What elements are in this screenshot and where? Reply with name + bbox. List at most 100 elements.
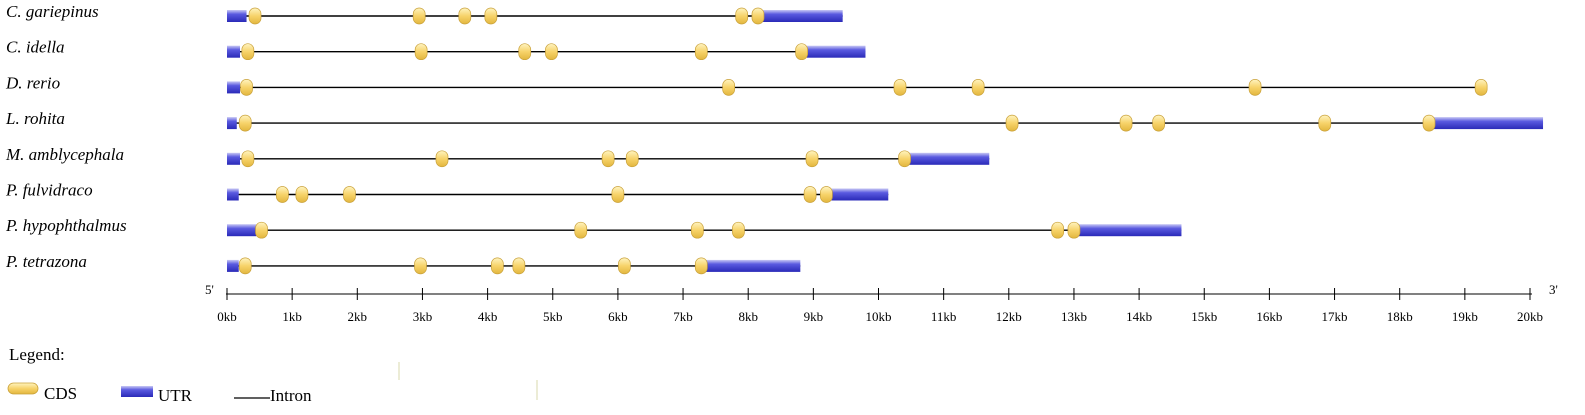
cds-exon xyxy=(255,221,268,239)
utr-block xyxy=(227,10,247,22)
axis-tick-label: 8kb xyxy=(738,309,758,324)
legend-utr: UTR xyxy=(121,386,193,405)
gene-row: C. idella xyxy=(6,38,866,61)
axis-tick-label: 10kb xyxy=(866,309,892,324)
legend-utr-label: UTR xyxy=(158,386,193,405)
gene-row: P. hypophthalmus xyxy=(5,216,1182,239)
species-label: D. rerio xyxy=(5,73,60,92)
cds-exon xyxy=(625,150,639,168)
utr-block xyxy=(227,45,241,58)
legend-cds-swatch xyxy=(7,382,39,395)
axis-tick-label: 19kb xyxy=(1452,309,1478,324)
utr-block xyxy=(227,152,241,165)
cds-exon xyxy=(694,257,708,275)
cds-exon xyxy=(414,257,427,275)
legend-title: Legend: xyxy=(9,345,65,364)
cds-exon xyxy=(484,7,498,25)
species-label: P. fulvidraco xyxy=(5,181,93,200)
cds-exon xyxy=(803,186,817,203)
cds-exon xyxy=(412,7,426,25)
species-label: L. rohita xyxy=(5,109,65,128)
utr-block xyxy=(1432,117,1544,130)
cds-exon xyxy=(574,221,588,239)
legend-intron: Intron xyxy=(234,386,312,405)
cds-exon xyxy=(435,150,449,168)
cds-exon xyxy=(512,257,526,275)
cds-exon xyxy=(248,7,262,25)
species-label: P. tetrazona xyxy=(5,252,87,271)
cds-exon xyxy=(276,186,289,203)
cds-exon xyxy=(971,79,985,96)
cds-exon xyxy=(241,150,255,168)
cds-exon xyxy=(491,257,504,275)
utr-block xyxy=(227,117,237,130)
utr-block xyxy=(806,45,866,58)
cds-exon xyxy=(1067,221,1081,239)
axis-tick-label: 1kb xyxy=(282,309,302,324)
gene-row: M. amblycephala xyxy=(5,145,990,168)
gene-row: P. fulvidraco xyxy=(5,181,889,203)
gene-row: P. tetrazona xyxy=(5,252,801,275)
axis-tick-label: 16kb xyxy=(1256,309,1282,324)
species-label: M. amblycephala xyxy=(5,145,124,164)
legend: Legend: CDS UTR Intron xyxy=(7,345,312,405)
cds-exon xyxy=(1422,114,1436,132)
axis-tick-label: 4kb xyxy=(478,309,498,324)
utr-block xyxy=(907,152,990,165)
cds-exon xyxy=(238,114,252,132)
cds-exon xyxy=(751,7,765,25)
axis-tick-label: 18kb xyxy=(1387,309,1413,324)
cds-exon xyxy=(732,221,745,239)
cds-exon xyxy=(1248,79,1262,96)
utr-block xyxy=(1077,224,1182,237)
axis-ticks: 0kb 1kb 2kb 3kb 4kb 5kb 6kb 7kb 8kb 9kb 10kb 11kb 12… xyxy=(217,288,1543,324)
species-label: P. hypophthalmus xyxy=(5,216,127,235)
gene-row: C. gariepinus xyxy=(6,2,843,25)
cds-exon xyxy=(1051,221,1065,239)
species-label: C. gariepinus xyxy=(6,2,99,21)
cds-exon xyxy=(1474,79,1488,96)
cds-exon xyxy=(518,43,532,61)
species-label: C. idella xyxy=(6,38,65,57)
x-axis: 5' 3' 0kb 1kb 2kb 3kb 4kb 5kb 6kb 7kb 8kb 9kb 10kb… xyxy=(205,282,1558,324)
cds-exon xyxy=(820,186,833,203)
cds-exon xyxy=(458,7,472,25)
cds-exon xyxy=(545,43,558,61)
cds-exon xyxy=(735,7,749,25)
axis-tick-label: 7kb xyxy=(673,309,693,324)
axis-tick-label: 0kb xyxy=(217,309,237,324)
axis-tick-label: 20kb xyxy=(1517,309,1543,324)
cds-exon xyxy=(898,150,911,168)
utr-block xyxy=(705,259,801,272)
legend-cds-label: CDS xyxy=(44,384,77,403)
gene-row: L. rohita xyxy=(5,109,1544,132)
utr-block xyxy=(227,224,257,237)
cds-exon xyxy=(795,43,808,61)
legend-utr-swatch xyxy=(121,386,153,397)
five-prime-label: 5' xyxy=(205,282,214,297)
legend-intron-label: Intron xyxy=(270,386,312,405)
axis-tick-label: 6kb xyxy=(608,309,628,324)
cds-exon xyxy=(414,43,428,61)
utr-block xyxy=(227,188,239,201)
cds-exon xyxy=(893,79,907,96)
axis-tick-label: 9kb xyxy=(804,309,824,324)
gene-rows: C. gariepinus C. idella D. rerio L. rohita M… xyxy=(5,2,1544,275)
cds-exon xyxy=(1119,114,1133,132)
cds-exon xyxy=(601,150,615,168)
utr-block xyxy=(227,259,239,272)
cds-exon xyxy=(295,186,309,203)
three-prime-label: 3' xyxy=(1549,282,1558,297)
axis-tick-label: 13kb xyxy=(1061,309,1087,324)
cds-exon xyxy=(240,79,253,96)
utr-block xyxy=(227,81,241,94)
legend-cds: CDS xyxy=(7,382,77,403)
cds-exon xyxy=(241,43,255,61)
cds-exon xyxy=(1005,114,1019,132)
cds-exon xyxy=(611,186,625,203)
cds-exon xyxy=(691,221,704,239)
cds-exon xyxy=(1152,114,1165,132)
axis-tick-label: 15kb xyxy=(1191,309,1217,324)
cds-exon xyxy=(238,257,252,275)
